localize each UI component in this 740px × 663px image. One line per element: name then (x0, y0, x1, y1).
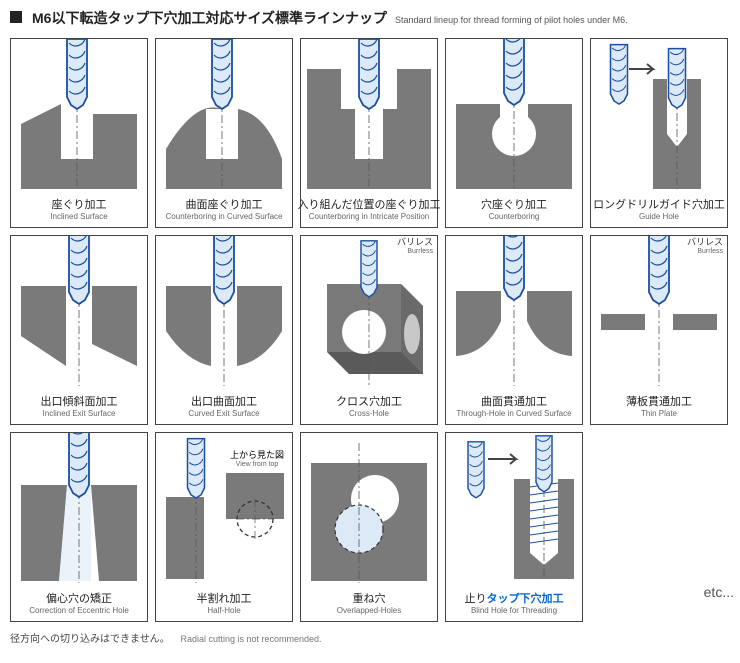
label-jp: 薄板貫通加工 (626, 393, 692, 409)
label-en: Inclined Exit Surface (43, 409, 116, 418)
diagram-illustration (301, 39, 437, 191)
badge: バリレスBurrless (397, 238, 433, 256)
cell-labels: 偏心穴の矯正Correction of Eccentric Hole (11, 585, 147, 621)
diagram-illustration (11, 39, 147, 191)
label-jp: 重ね穴 (353, 590, 386, 606)
diagram-cell: 座ぐり加工Inclined Surface (10, 38, 148, 228)
label-jp: 偏心穴の矯正 (46, 590, 112, 606)
cell-labels: 薄板貫通加工Thin Plate (591, 388, 727, 424)
diagram-cell: 偏心穴の矯正Correction of Eccentric Hole (10, 432, 148, 622)
diagram-cell: 穴座ぐり加工Counterboring (445, 38, 583, 228)
footer: 径方向への切り込みはできません。 Radial cutting is not r… (10, 630, 730, 645)
cell-labels: 入り組んだ位置の座ぐり加工Counterboring in Intricate … (301, 191, 437, 227)
title-square-icon (10, 11, 22, 23)
cell-labels: 曲面貫通加工Through-Hole in Curved Surface (446, 388, 582, 424)
diagram-cell: 曲面座ぐり加工Counterboring in Curved Surface (155, 38, 293, 228)
cell-labels: 止りタップ下穴加工Blind Hole for Threading (446, 585, 582, 621)
label-en: Thin Plate (641, 409, 677, 418)
label-jp: ロングドリルガイド穴加工 (593, 196, 725, 212)
label-en: Guide Hole (639, 212, 679, 221)
diagram-illustration (11, 236, 147, 388)
label-jp: 穴座ぐり加工 (481, 196, 547, 212)
footer-en: Radial cutting is not recommended. (180, 634, 321, 644)
label-jp: 曲面貫通加工 (481, 393, 547, 409)
label-en: Blind Hole for Threading (471, 606, 557, 615)
label-en: Curved Exit Surface (188, 409, 259, 418)
diagram-illustration: バリレスBurrless (591, 236, 727, 388)
label-en: Correction of Eccentric Hole (29, 606, 129, 615)
label-jp: 曲面座ぐり加工 (186, 196, 263, 212)
label-jp: 入り組んだ位置の座ぐり加工 (298, 196, 441, 212)
label-en: Half-Hole (207, 606, 240, 615)
cell-labels: 曲面座ぐり加工Counterboring in Curved Surface (156, 191, 292, 227)
diagram-cell: 出口曲面加工Curved Exit Surface (155, 235, 293, 425)
cell-labels: 座ぐり加工Inclined Surface (11, 191, 147, 227)
diagram-cell: 重ね穴Overlapped-Holes (300, 432, 438, 622)
cell-labels: 半割れ加工Half-Hole (156, 585, 292, 621)
diagram-cell: 上から見た図View from top 半割れ加工Half-Hole (155, 432, 293, 622)
title-jp: M6以下転造タップ下穴加工対応サイズ標準ラインナップ (32, 8, 387, 28)
cell-labels: 重ね穴Overlapped-Holes (301, 585, 437, 621)
label-en: Counterboring (489, 212, 540, 221)
label-jp: 出口傾斜面加工 (41, 393, 118, 409)
diagram-illustration (11, 433, 147, 585)
label-en: Counterboring in Intricate Position (309, 212, 430, 221)
diagram-cell: 曲面貫通加工Through-Hole in Curved Surface (445, 235, 583, 425)
label-en: Through-Hole in Curved Surface (456, 409, 571, 418)
cell-labels: 出口曲面加工Curved Exit Surface (156, 388, 292, 424)
cell-labels: 穴座ぐり加工Counterboring (446, 191, 582, 227)
label-jp: 半割れ加工 (197, 590, 252, 606)
diagram-illustration (446, 236, 582, 388)
diagram-cell: 出口傾斜面加工Inclined Exit Surface (10, 235, 148, 425)
diagram-cell: ロングドリルガイド穴加工Guide Hole (590, 38, 728, 228)
label-jp: 座ぐり加工 (52, 196, 107, 212)
diagram-illustration (591, 39, 727, 191)
label-jp: クロス穴加工 (336, 393, 402, 409)
diagram-illustration (156, 236, 292, 388)
label-en: Cross-Hole (349, 409, 389, 418)
label-jp: 止りタップ下穴加工 (465, 590, 564, 606)
diagram-cell: バリレスBurrless 薄板貫通加工Thin Plate (590, 235, 728, 425)
label-en: Counterboring in Curved Surface (166, 212, 283, 221)
cell-labels: ロングドリルガイド穴加工Guide Hole (591, 191, 727, 227)
label-en: Inclined Surface (50, 212, 107, 221)
label-en: Overlapped-Holes (337, 606, 401, 615)
label-jp: 出口曲面加工 (191, 393, 257, 409)
etc-label: etc... (704, 584, 734, 600)
diagram-cell: 止りタップ下穴加工Blind Hole for Threading (445, 432, 583, 622)
top-view-label: 上から見た図View from top (230, 451, 284, 469)
cell-labels: 出口傾斜面加工Inclined Exit Surface (11, 388, 147, 424)
diagram-grid: 座ぐり加工Inclined Surface 曲面座ぐり加工Counterbori… (10, 38, 730, 622)
diagram-illustration: 上から見た図View from top (156, 433, 292, 585)
footer-jp: 径方向への切り込みはできません。 (10, 634, 170, 645)
diagram-illustration (446, 39, 582, 191)
diagram-illustration: バリレスBurrless (301, 236, 437, 388)
diagram-illustration (156, 39, 292, 191)
cell-labels: クロス穴加工Cross-Hole (301, 388, 437, 424)
title-en: Standard lineup for thread forming of pi… (395, 15, 628, 25)
badge: バリレスBurrless (687, 238, 723, 256)
diagram-cell: 入り組んだ位置の座ぐり加工Counterboring in Intricate … (300, 38, 438, 228)
diagram-illustration (301, 433, 437, 585)
diagram-cell: バリレスBurrless クロス穴加工Cross-Hole (300, 235, 438, 425)
header: M6以下転造タップ下穴加工対応サイズ標準ラインナップ Standard line… (10, 8, 730, 28)
diagram-illustration (446, 433, 582, 585)
